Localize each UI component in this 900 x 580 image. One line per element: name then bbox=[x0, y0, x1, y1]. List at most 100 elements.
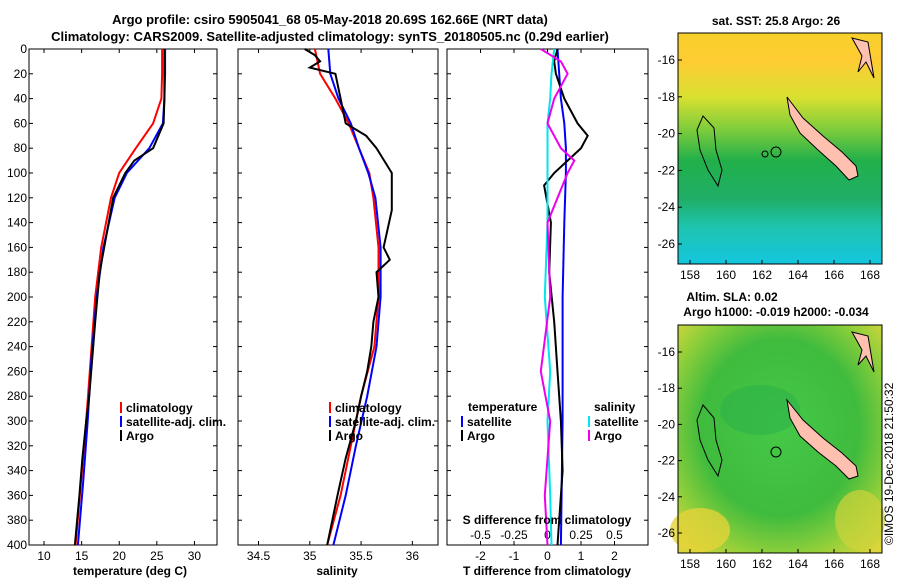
y-tick-label: 360 bbox=[7, 488, 27, 502]
imos-watermark: ©IMOS 19-Dec-2018 21:50:32 bbox=[882, 382, 896, 545]
map-y-tick-label: -22 bbox=[658, 454, 676, 468]
y-tick-label: 20 bbox=[14, 67, 28, 81]
map-x-tick-label: 166 bbox=[824, 557, 844, 571]
series-line-t-argo bbox=[543, 48, 589, 546]
legend-climatology: climatology bbox=[335, 401, 402, 415]
title-line-1: Argo profile: csiro 5905041_68 05-May-20… bbox=[112, 12, 548, 27]
map-x-tick-label: 166 bbox=[824, 268, 844, 282]
salinity-panel-frame bbox=[237, 48, 439, 546]
x-tick-label: 25 bbox=[150, 549, 164, 563]
series-line-satellite-adj-clim- bbox=[327, 48, 382, 546]
sst-map-coastlines bbox=[696, 37, 875, 188]
y-tick-label: 200 bbox=[7, 290, 27, 304]
legend-argo: Argo bbox=[126, 429, 154, 443]
map-x-tick-label: 164 bbox=[788, 557, 808, 571]
y-tick-label: 60 bbox=[14, 116, 28, 130]
x-tick-label: -1 bbox=[509, 549, 520, 563]
y-tick-label: 0 bbox=[20, 42, 27, 56]
x-tick-label: 35 bbox=[303, 549, 317, 563]
difference-legend-temperature: temperature satellite Argo bbox=[461, 400, 538, 443]
series-line-s-satellite bbox=[543, 48, 556, 546]
sla-map-yellow-patch-east bbox=[835, 490, 885, 550]
map-y-tick-label: -24 bbox=[658, 490, 676, 504]
sst-map-title: sat. SST: 25.8 Argo: 26 bbox=[712, 14, 841, 28]
map-x-tick-label: 162 bbox=[752, 557, 772, 571]
map-x-tick-label: 168 bbox=[860, 268, 880, 282]
map-y-tick-label: -24 bbox=[658, 200, 676, 214]
y-tick-label: 380 bbox=[7, 513, 27, 527]
series-line-climatology bbox=[313, 48, 380, 546]
y-tick-label: 80 bbox=[14, 141, 28, 155]
vanuatu-islands bbox=[851, 331, 875, 373]
legend-satellite: satellite-adj. clim. bbox=[126, 415, 226, 429]
temperature-chart: 0 20 40 60 80 100 120 140 160 180 200 220 240 260 280 3… bbox=[7, 42, 217, 563]
x-tick-label: 1 bbox=[578, 549, 585, 563]
legend-t-argo: Argo bbox=[467, 429, 495, 443]
salinity-legend: climatology satellite-adj. clim. Argo bbox=[329, 401, 435, 443]
vanuatu-islands bbox=[851, 37, 875, 79]
series-line-climatology bbox=[74, 49, 164, 546]
sst-map-frame bbox=[677, 32, 883, 265]
legend-temperature-title: temperature bbox=[468, 400, 538, 414]
x-tick-label: 2 bbox=[611, 549, 618, 563]
series-line-s-argo bbox=[539, 48, 576, 546]
sst-map-axis-ticks: 158 160 162 164 166 168 -16 -18 -20 -22 -24 -26 bbox=[658, 53, 881, 282]
x-tick-label: 15 bbox=[75, 549, 89, 563]
sla-map-dark-patch bbox=[720, 385, 800, 435]
reef-circle-small bbox=[761, 150, 769, 158]
y-tick-label: 260 bbox=[7, 364, 27, 378]
s-diff-tick-label: 0.5 bbox=[606, 528, 623, 542]
sla-map-coastlines bbox=[696, 331, 875, 480]
map-x-tick-label: 162 bbox=[752, 268, 772, 282]
y-tick-label: 340 bbox=[7, 464, 27, 478]
chesterfield-reef bbox=[696, 404, 723, 478]
x-tick-label: 0 bbox=[544, 549, 551, 563]
sla-map-yellow-patch bbox=[670, 508, 730, 552]
map-y-tick-label: -18 bbox=[658, 381, 676, 395]
x-tick-label: 10 bbox=[37, 549, 51, 563]
title-line-2: Climatology: CARS2009. Satellite-adjuste… bbox=[51, 29, 609, 44]
map-y-tick-label: -22 bbox=[658, 163, 676, 177]
salinity-chart: 34.5 35 35.5 36 bbox=[238, 48, 438, 563]
map-x-tick-label: 164 bbox=[788, 268, 808, 282]
legend-satellite: satellite-adj. clim. bbox=[335, 415, 435, 429]
legend-climatology: climatology bbox=[126, 401, 193, 415]
x-tick-label: 30 bbox=[188, 549, 202, 563]
y-tick-label: 320 bbox=[7, 439, 27, 453]
y-tick-label: 40 bbox=[14, 92, 28, 106]
new-caledonia-island bbox=[786, 96, 859, 181]
s-diff-tick-label: -0.25 bbox=[500, 528, 528, 542]
y-tick-label: 220 bbox=[7, 315, 27, 329]
map-x-tick-label: 160 bbox=[716, 268, 736, 282]
map-y-tick-label: -16 bbox=[658, 345, 676, 359]
sla-map-frame bbox=[677, 324, 883, 554]
y-tick-label: 160 bbox=[7, 240, 27, 254]
reef-circle bbox=[770, 446, 782, 458]
y-tick-label: 300 bbox=[7, 414, 27, 428]
legend-argo: Argo bbox=[335, 429, 363, 443]
map-y-tick-label: -26 bbox=[658, 526, 676, 540]
y-tick-label: 100 bbox=[7, 166, 27, 180]
series-line-argo bbox=[73, 49, 166, 546]
map-y-tick-label: -20 bbox=[658, 417, 676, 431]
series-line-argo bbox=[304, 48, 393, 546]
y-tick-label: 240 bbox=[7, 340, 27, 354]
difference-chart: -2 -1 0 1 2-0.5 -0.25 0 0.25 0.5 bbox=[447, 48, 648, 563]
difference-legend-salinity: salinity satellite Argo bbox=[588, 400, 639, 443]
map-y-tick-label: -16 bbox=[658, 53, 676, 67]
map-y-tick-label: -20 bbox=[658, 127, 676, 141]
legend-salinity-title: salinity bbox=[594, 400, 636, 414]
y-tick-label: 180 bbox=[7, 265, 27, 279]
temperature-xlabel: temperature (deg C) bbox=[73, 564, 187, 578]
y-tick-label: 140 bbox=[7, 216, 27, 230]
salinity-xlabel: salinity bbox=[316, 564, 358, 578]
s-diff-tick-label: -0.5 bbox=[470, 528, 491, 542]
map-y-tick-label: -26 bbox=[658, 237, 676, 251]
x-tick-label: 35.5 bbox=[349, 549, 373, 563]
sla-map-title-1: Altim. SLA: 0.02 bbox=[686, 290, 778, 304]
sla-map-axis-ticks: 158 160 162 164 166 168 -16 -18 -20 -22 -24 -26 bbox=[658, 345, 881, 571]
map-x-tick-label: 168 bbox=[860, 557, 880, 571]
map-x-tick-label: 158 bbox=[680, 268, 700, 282]
temperature-legend: climatology satellite-adj. clim. Argo bbox=[120, 401, 226, 443]
